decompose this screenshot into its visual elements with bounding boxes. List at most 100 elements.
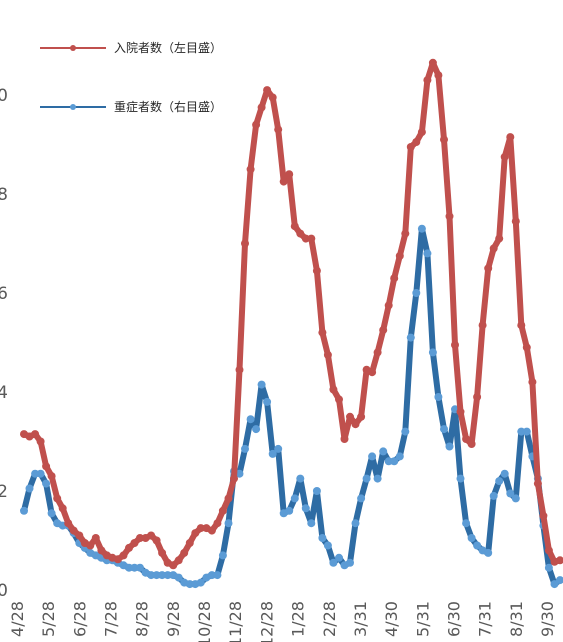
series-point-0 xyxy=(462,435,471,443)
series-point-1 xyxy=(274,444,283,453)
series-point-1 xyxy=(484,548,493,557)
series-point-0 xyxy=(75,531,84,540)
series-point-0 xyxy=(64,519,73,528)
series-point-0 xyxy=(357,412,366,421)
series-point-1 xyxy=(550,580,559,589)
x-tick-label: 8/28 xyxy=(133,601,152,637)
y-axis-ticks: 0 2 4 6 8 0 xyxy=(0,86,8,601)
series-point-1 xyxy=(252,425,261,434)
series-point-0 xyxy=(445,212,454,221)
series-point-0 xyxy=(86,541,95,550)
series-point-0 xyxy=(224,494,233,503)
series-point-0 xyxy=(511,217,520,226)
series-point-1 xyxy=(456,474,465,483)
series-point-1 xyxy=(158,571,167,580)
series-point-0 xyxy=(384,301,393,310)
series-point-1 xyxy=(489,491,498,500)
series-point-0 xyxy=(539,511,548,520)
series-point-0 xyxy=(147,531,156,540)
y-tick-label: 8 xyxy=(0,185,8,205)
y-tick-label: 2 xyxy=(0,482,8,502)
series-point-1 xyxy=(462,519,471,528)
x-tick-label: 6/30 xyxy=(444,601,463,637)
series-point-1 xyxy=(556,576,563,585)
series-point-1 xyxy=(335,553,343,562)
series-point-1 xyxy=(47,509,56,518)
series-point-1 xyxy=(390,457,399,466)
series-point-0 xyxy=(456,407,465,416)
series-point-1 xyxy=(323,541,332,550)
series-point-0 xyxy=(246,165,255,174)
series-point-1 xyxy=(163,571,172,580)
series-point-1 xyxy=(207,571,216,580)
series-point-1 xyxy=(423,249,432,258)
series-point-1 xyxy=(268,449,277,458)
series-point-1 xyxy=(285,506,294,515)
series-point-1 xyxy=(263,397,272,406)
series-point-0 xyxy=(329,385,338,394)
series-point-0 xyxy=(406,143,415,151)
series-point-0 xyxy=(506,133,515,142)
series-point-0 xyxy=(401,229,410,238)
series-point-0 xyxy=(152,536,161,545)
series-point-1 xyxy=(500,469,509,478)
series-point-1 xyxy=(544,563,553,572)
series-point-0 xyxy=(368,368,377,377)
series-point-1 xyxy=(368,452,377,461)
series-point-1 xyxy=(517,427,526,436)
series-point-0 xyxy=(285,170,294,179)
series-point-0 xyxy=(91,534,100,542)
series-point-1 xyxy=(473,541,482,550)
series-point-0 xyxy=(263,86,272,95)
series-point-0 xyxy=(473,393,482,401)
series-point-1 xyxy=(362,474,371,483)
x-tick-label: 8/31 xyxy=(507,601,526,637)
series-point-0 xyxy=(196,524,205,533)
series-point-0 xyxy=(423,76,432,85)
series-point-0 xyxy=(434,71,443,80)
series-point-1 xyxy=(257,380,266,389)
series-point-0 xyxy=(252,120,261,129)
series-point-0 xyxy=(484,264,493,273)
series-point-0 xyxy=(495,234,504,243)
series-point-1 xyxy=(307,519,316,528)
legend-label-severe: 重症者数（右目盛） xyxy=(114,99,222,114)
series-point-1 xyxy=(440,425,448,434)
x-tick-label: 4/30 xyxy=(382,601,401,637)
series-point-0 xyxy=(69,526,78,535)
y-tick-label: 0 xyxy=(0,86,8,106)
series-point-0 xyxy=(158,548,167,557)
series-point-0 xyxy=(274,125,283,134)
series-point-0 xyxy=(241,239,249,248)
series-point-1 xyxy=(506,489,515,498)
series-point-0 xyxy=(412,138,421,146)
series-point-0 xyxy=(323,350,332,359)
series-point-1 xyxy=(25,484,34,493)
x-tick-label: 7/28 xyxy=(102,601,121,637)
series-point-1 xyxy=(406,333,415,342)
series-point-0 xyxy=(113,555,122,564)
series-point-1 xyxy=(246,415,255,424)
legend-marker-admissions xyxy=(70,45,76,51)
series-point-0 xyxy=(279,177,288,186)
series-point-1 xyxy=(31,469,40,478)
series-point-0 xyxy=(489,244,498,253)
series-point-1 xyxy=(467,534,476,542)
series-point-0 xyxy=(257,103,266,112)
series-point-1 xyxy=(346,558,354,567)
series-point-1 xyxy=(312,487,321,495)
series-point-0 xyxy=(440,135,448,144)
series-point-0 xyxy=(335,395,343,404)
series-point-0 xyxy=(351,420,360,429)
series-point-1 xyxy=(495,477,504,486)
series-point-1 xyxy=(384,457,393,466)
series-point-0 xyxy=(522,343,531,352)
series-point-0 xyxy=(296,229,305,238)
series-point-1 xyxy=(318,534,327,542)
series-point-0 xyxy=(318,328,327,337)
x-tick-label: 5/28 xyxy=(39,601,58,637)
series-point-1 xyxy=(351,519,360,528)
x-axis-ticks: 4/28 5/28 6/28 7/28 8/28 9/28 10/28 11/28 12/28 1… xyxy=(8,601,557,642)
x-tick-label: 9/28 xyxy=(164,601,183,637)
series-point-1 xyxy=(136,563,144,572)
